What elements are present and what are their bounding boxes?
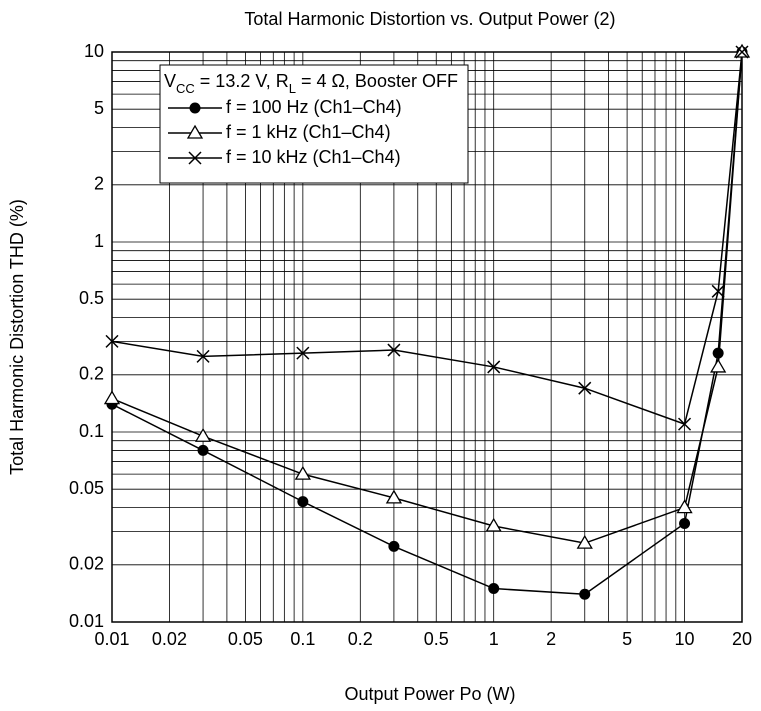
y-tick-label: 0.2 <box>79 364 104 384</box>
x-tick-label: 0.01 <box>94 629 129 649</box>
plot-frame <box>111 51 743 623</box>
marker <box>679 517 691 529</box>
marker <box>188 151 202 165</box>
y-tick-label: 0.05 <box>69 478 104 498</box>
y-tick-label: 10 <box>84 41 104 61</box>
x-tick-label: 20 <box>732 629 752 649</box>
marker <box>735 45 749 59</box>
marker <box>186 124 204 139</box>
chart-title: Total Harmonic Distortion vs. Output Pow… <box>244 9 615 29</box>
marker <box>579 588 591 600</box>
y-tick-label: 2 <box>94 174 104 194</box>
marker <box>189 102 201 114</box>
legend-title-part: V <box>164 71 176 91</box>
marker <box>712 347 724 359</box>
marker <box>676 499 693 514</box>
marker <box>197 444 209 456</box>
legend-title-part: L <box>289 81 296 96</box>
legend-title-part: CC <box>176 81 195 96</box>
x-tick-label: 2 <box>546 629 556 649</box>
marker <box>103 390 121 405</box>
x-tick-label: 5 <box>622 629 632 649</box>
x-tick-label: 1 <box>489 629 499 649</box>
marker <box>578 381 592 395</box>
x-tick-label: 10 <box>675 629 695 649</box>
legend-label: f = 100 Hz (Ch1–Ch4) <box>226 97 402 117</box>
y-tick-label: 0.02 <box>69 554 104 574</box>
y-axis-label: Total Harmonic Distortion THD (%) <box>7 199 27 475</box>
legend-title: VCC = 13.2 V, RL = 4 Ω, Booster OFF <box>164 71 458 96</box>
legend-label: f = 1 kHz (Ch1–Ch4) <box>226 122 391 142</box>
marker <box>387 343 401 357</box>
x-tick-label: 0.05 <box>228 629 263 649</box>
marker <box>196 349 210 363</box>
legend-title-part: = 4 Ω, Booster OFF <box>296 71 458 91</box>
y-tick-label: 1 <box>94 231 104 251</box>
marker <box>105 334 119 348</box>
marker <box>385 489 403 504</box>
x-tick-label: 0.2 <box>348 629 373 649</box>
y-tick-label: 0.1 <box>79 421 104 441</box>
marker <box>678 417 692 431</box>
x-tick-label: 0.1 <box>290 629 315 649</box>
x-tick-label: 0.02 <box>152 629 187 649</box>
marker <box>576 534 593 549</box>
y-tick-label: 5 <box>94 98 104 118</box>
x-axis-label: Output Power Po (W) <box>344 684 515 704</box>
legend-title-part: = 13.2 V, R <box>195 71 289 91</box>
marker <box>194 427 212 442</box>
legend-box <box>159 64 469 184</box>
marker <box>388 540 400 552</box>
marker <box>297 496 309 508</box>
marker <box>710 358 727 373</box>
marker <box>485 517 502 532</box>
marker <box>294 465 311 480</box>
y-tick-label: 0.01 <box>69 611 104 631</box>
marker <box>488 583 500 595</box>
marker <box>296 346 310 360</box>
marker <box>711 284 725 298</box>
legend-label: f = 10 kHz (Ch1–Ch4) <box>226 147 401 167</box>
marker <box>487 360 501 374</box>
x-tick-label: 0.5 <box>424 629 449 649</box>
y-tick-label: 0.5 <box>79 288 104 308</box>
